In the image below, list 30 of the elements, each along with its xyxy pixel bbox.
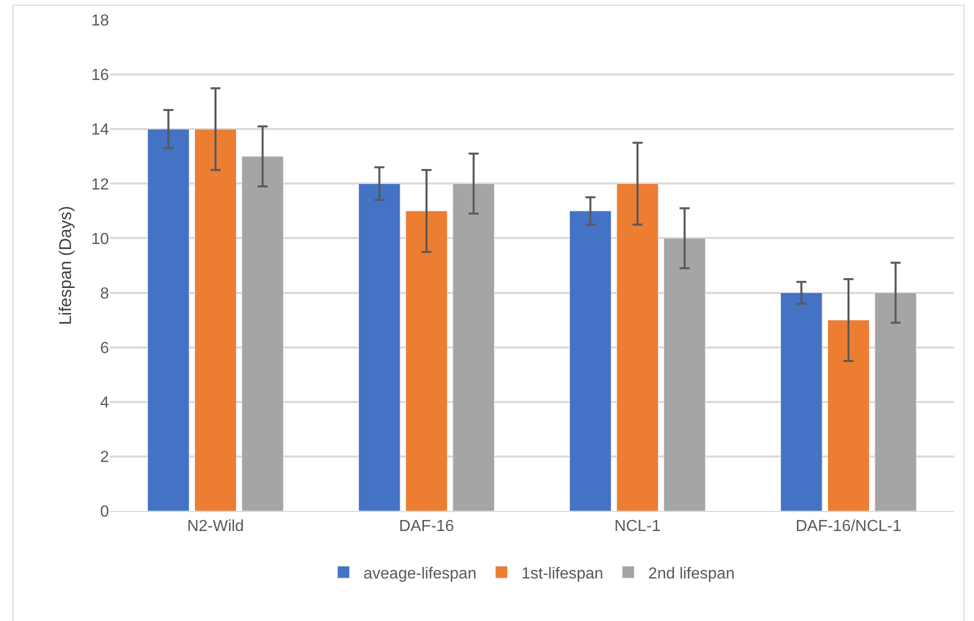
y-tick-label: 18 (91, 12, 110, 30)
legend-label: 1st-lifespan (521, 565, 604, 582)
bar (664, 238, 706, 511)
x-tick-label: N2-Wild (187, 518, 244, 536)
x-tick-label: DAF-16 (398, 518, 454, 536)
bar (242, 156, 284, 511)
bar (406, 210, 448, 511)
bar (874, 292, 917, 511)
bar (147, 128, 190, 511)
bar (358, 183, 400, 511)
bar (452, 183, 495, 511)
y-tick-label: 8 (100, 285, 110, 302)
y-tick-label: 16 (91, 67, 110, 84)
y-tick-label: 12 (91, 176, 110, 194)
bar (569, 210, 612, 511)
legend-label: aveage-lifespan (364, 565, 476, 582)
bar (780, 292, 822, 511)
x-tick-label: NCL-1 (614, 518, 661, 536)
y-tick-label: 14 (91, 122, 110, 139)
x-tick-label: DAF-16/NCL-1 (796, 518, 902, 536)
bar (828, 320, 870, 511)
legend-label: 2nd lifespan (648, 565, 735, 582)
y-tick-label: 6 (100, 340, 110, 357)
y-tick-label: 0 (100, 504, 110, 521)
y-axis-title: Lifespan (Days) (56, 206, 75, 326)
y-tick-label: 10 (91, 230, 110, 248)
bar (194, 128, 236, 511)
y-tick-label: 4 (100, 394, 110, 412)
y-tick-label: 2 (100, 449, 110, 466)
bar (616, 183, 658, 511)
